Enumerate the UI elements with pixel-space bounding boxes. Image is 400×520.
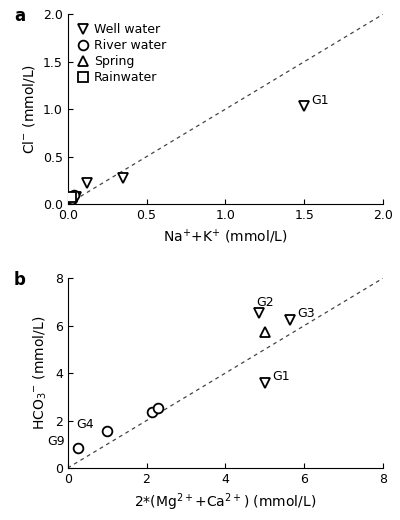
X-axis label: Na$^{+}$+K$^{+}$ (mmol/L): Na$^{+}$+K$^{+}$ (mmol/L) — [163, 228, 288, 246]
Legend: Well water, River water, Spring, Rainwater: Well water, River water, Spring, Rainwat… — [74, 20, 169, 87]
X-axis label: 2*(Mg$^{2+}$+Ca$^{2+}$) (mmol/L): 2*(Mg$^{2+}$+Ca$^{2+}$) (mmol/L) — [134, 491, 316, 513]
Text: G4: G4 — [76, 419, 94, 432]
Text: G1: G1 — [311, 94, 329, 107]
Y-axis label: Cl$^{-}$ (mmol/L): Cl$^{-}$ (mmol/L) — [21, 64, 37, 154]
Text: a: a — [14, 7, 25, 24]
Text: b: b — [14, 270, 26, 289]
Y-axis label: HCO$_{3}$$^{-}$ (mmol/L): HCO$_{3}$$^{-}$ (mmol/L) — [32, 316, 49, 430]
Text: G2: G2 — [256, 295, 274, 308]
Text: G3: G3 — [297, 307, 315, 320]
Text: G9: G9 — [47, 435, 64, 448]
Text: G1: G1 — [272, 370, 289, 383]
